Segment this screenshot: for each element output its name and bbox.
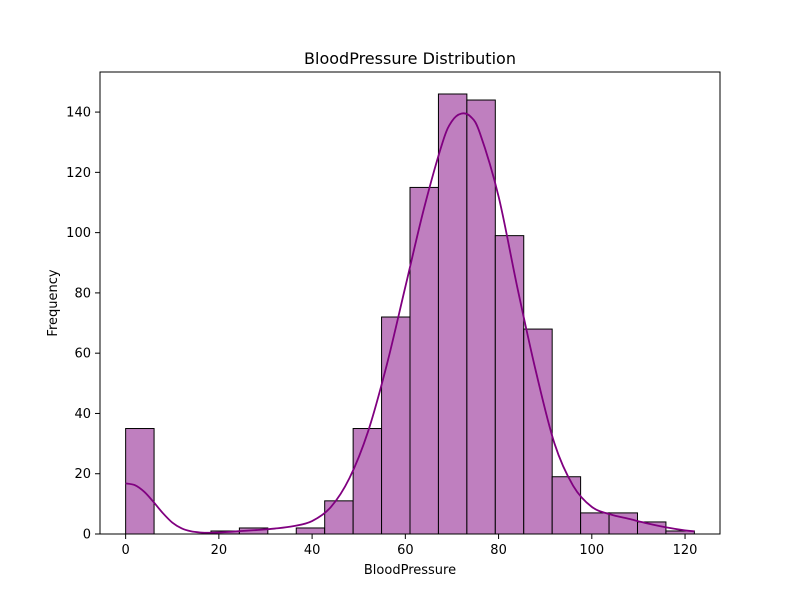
y-tick-label: 20 (74, 467, 91, 482)
histogram-bar (551, 476, 582, 535)
x-axis: 0 20 40 60 80 100 120 (121, 534, 697, 558)
y-tick-label: 100 (66, 226, 91, 241)
bars-layer (125, 93, 695, 535)
y-tick-label: 0 (83, 528, 91, 543)
x-tick-label: 120 (673, 543, 698, 558)
histogram-bar (324, 500, 354, 535)
histogram-bar (381, 316, 411, 535)
histogram-bar (352, 428, 383, 535)
y-axis: 0 20 40 60 80 100 120 140 (66, 106, 100, 543)
plot-frame (99, 71, 721, 535)
histogram-bar (466, 99, 496, 535)
y-tick-label: 60 (74, 347, 91, 362)
histogram-bar (125, 428, 155, 535)
histogram-bar (580, 512, 610, 535)
y-tick-label: 140 (66, 106, 91, 121)
histogram-bar (409, 186, 439, 535)
x-tick-label: 80 (490, 543, 507, 558)
y-tick-label: 80 (74, 286, 91, 301)
y-tick-label: 120 (66, 166, 91, 181)
x-tick-label: 20 (211, 543, 228, 558)
y-tick-label: 40 (74, 407, 91, 422)
chart-title: BloodPressure Distribution (304, 49, 516, 68)
histogram-bar (295, 527, 326, 535)
histogram-bar (494, 235, 525, 535)
x-tick-label: 60 (397, 543, 414, 558)
x-axis-label: BloodPressure (364, 563, 456, 578)
y-axis-label: Frequency (46, 269, 61, 336)
kde-curve-line (125, 112, 695, 534)
histogram-bar (523, 328, 553, 535)
x-tick-label: 100 (579, 543, 604, 558)
x-tick-label: 40 (304, 543, 321, 558)
kde-layer (125, 112, 695, 534)
x-tick-label: 0 (121, 543, 129, 558)
histogram-bar (437, 93, 468, 535)
